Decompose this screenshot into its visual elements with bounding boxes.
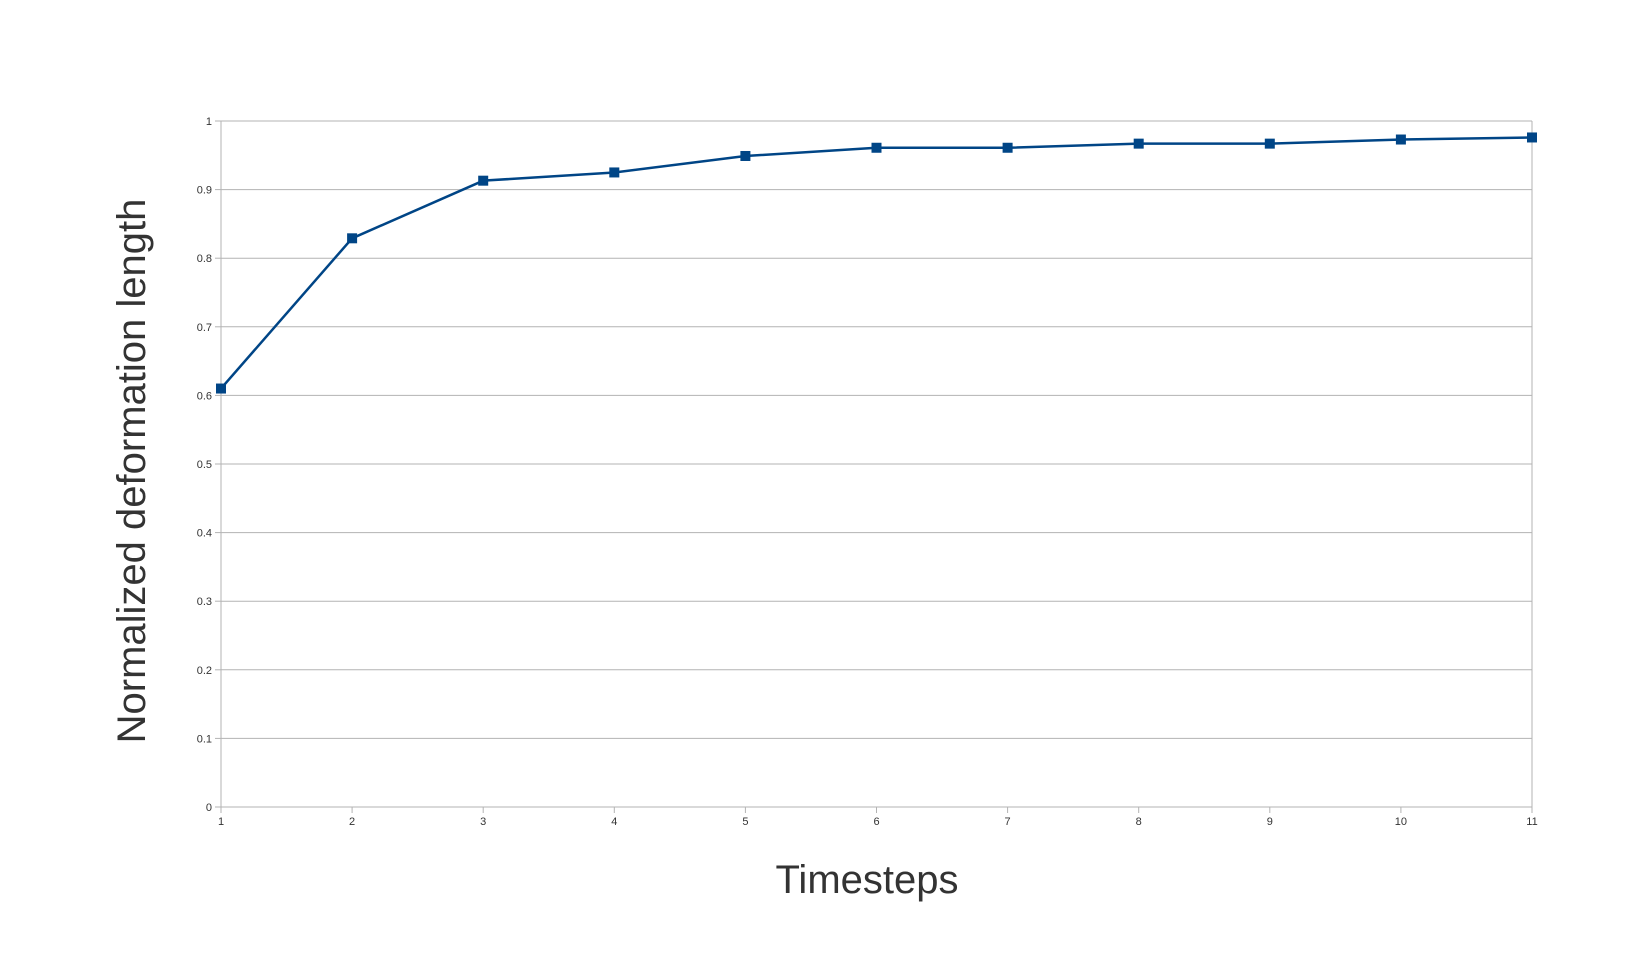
x-tick-label: 10 — [1395, 816, 1407, 828]
y-tick-label: 0.6 — [197, 390, 212, 402]
y-tick-label: 0.9 — [197, 185, 212, 197]
y-tick-label: 0.8 — [197, 253, 212, 265]
data-point-marker — [1002, 142, 1013, 153]
x-tick-label: 1 — [218, 816, 224, 828]
y-tick-label: 0.2 — [197, 665, 212, 677]
gridlines — [221, 120, 1532, 808]
y-tick-label: 0.7 — [197, 322, 212, 334]
y-tick-label: 0.5 — [197, 459, 212, 471]
data-series — [216, 132, 1537, 394]
data-point-marker — [1133, 138, 1144, 149]
tick-labels: 00.10.20.30.40.50.60.70.80.911 2 3 4 5 6 7 8 9 10… — [197, 116, 1538, 828]
x-tick-label: 5 — [742, 816, 748, 828]
x-tick-label: 11 — [1526, 816, 1537, 828]
data-point-marker — [609, 167, 620, 178]
y-tick-label: 0 — [206, 802, 212, 814]
data-point-marker — [1395, 134, 1406, 145]
y-axis-title: Normalized deformation length — [110, 199, 154, 744]
data-point-marker — [347, 233, 358, 244]
axes — [215, 120, 1533, 813]
x-tick-label: 4 — [611, 816, 617, 828]
y-tick-label: 1 — [206, 116, 212, 128]
y-tick-label: 0.3 — [197, 596, 212, 608]
x-tick-label: 2 — [349, 816, 355, 828]
data-point-marker — [740, 150, 751, 161]
x-tick-label: 6 — [873, 816, 879, 828]
x-tick-label: 8 — [1136, 816, 1142, 828]
y-tick-label: 0.4 — [197, 528, 212, 540]
series-line — [220, 136, 1533, 390]
data-point-marker — [1527, 132, 1537, 143]
y-tick-label: 0.1 — [197, 733, 212, 745]
data-point-marker — [216, 383, 226, 394]
x-tick-label: 7 — [1005, 816, 1011, 828]
data-point-marker — [871, 142, 882, 153]
x-tick-label: 9 — [1267, 816, 1273, 828]
data-point-marker — [1264, 138, 1275, 149]
data-point-marker — [478, 175, 489, 186]
x-axis-title: Timesteps — [775, 858, 958, 902]
x-tick-label: 3 — [480, 816, 486, 828]
